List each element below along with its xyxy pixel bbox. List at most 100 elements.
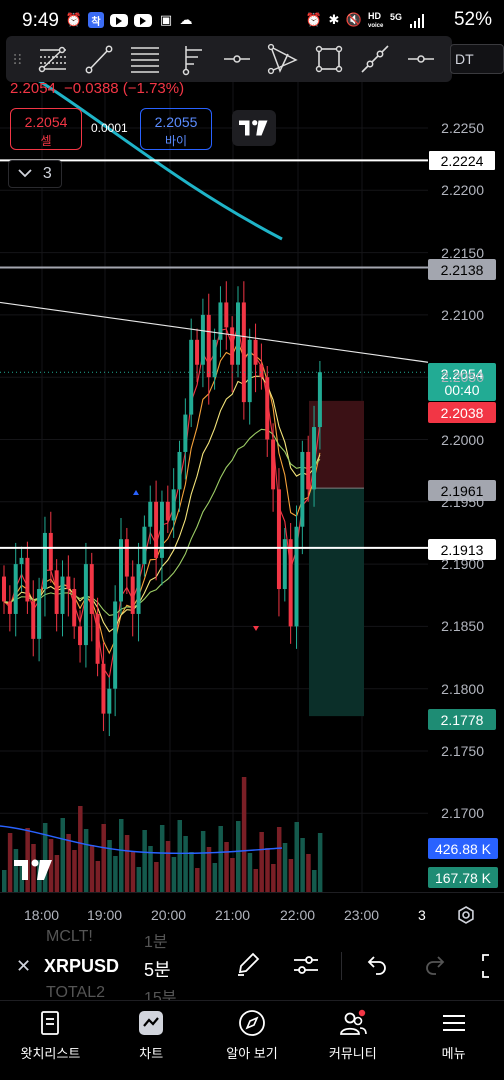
candles xyxy=(2,281,322,737)
volume-bar xyxy=(212,863,218,892)
candle-body xyxy=(83,564,88,646)
volume-bar xyxy=(107,840,112,892)
ray-tool-icon[interactable] xyxy=(352,36,398,82)
volume-bar xyxy=(171,857,177,892)
status-bar: 9:49 ⏰ 착 ▣ ☁ ⏰ ✱ 🔇 HD voice 5G 52% xyxy=(0,0,504,40)
candle-body xyxy=(95,613,100,664)
network-type: 5G xyxy=(390,12,403,22)
volume-bar xyxy=(312,870,317,892)
time-axis[interactable] xyxy=(0,892,504,934)
tradingview-button[interactable] xyxy=(232,110,276,146)
last-price: 2.2054 xyxy=(10,80,56,97)
settings-gear-icon[interactable] xyxy=(456,905,476,930)
volume-bar xyxy=(60,818,65,892)
indicators-collapse-button[interactable]: 3 xyxy=(8,160,62,188)
candle-body xyxy=(31,601,36,639)
candle-body xyxy=(317,372,322,428)
undo-icon[interactable] xyxy=(364,954,390,983)
youtube-icon xyxy=(110,14,128,27)
pencil-icon[interactable] xyxy=(234,950,262,983)
triangle-pattern-tool-icon[interactable] xyxy=(260,36,306,82)
volume-bar xyxy=(2,870,7,892)
horizontal-ray-tool-icon[interactable] xyxy=(214,36,260,82)
volume-bar xyxy=(136,867,142,892)
price-tick: 2.2050 xyxy=(441,369,484,386)
candle-body xyxy=(294,526,299,627)
time-tick: 22:00 xyxy=(280,907,316,923)
candle-body xyxy=(148,501,153,527)
volume-bar xyxy=(288,859,294,892)
price-chart[interactable] xyxy=(0,82,428,892)
rectangle-tool-icon[interactable] xyxy=(306,36,352,82)
buy-button[interactable]: 2.2055 바이 xyxy=(140,108,212,150)
time-tick: 20:00 xyxy=(151,907,187,923)
price-tick: 2.2100 xyxy=(441,306,484,323)
tradingview-icon xyxy=(239,120,268,136)
price-tick: 2.2000 xyxy=(441,431,484,448)
ghost-symbol-top: MCLT! xyxy=(46,928,93,945)
ma-trend-cyan xyxy=(38,82,283,241)
fullscreen-icon[interactable] xyxy=(480,952,504,985)
candle-body xyxy=(60,576,65,614)
nav-watchlist[interactable]: 왓치리스트 xyxy=(0,1001,101,1080)
price-tick: 2.1700 xyxy=(441,805,484,822)
volume-bar xyxy=(101,824,106,892)
candle-body xyxy=(113,601,118,689)
position-tool xyxy=(309,400,364,717)
candle-body xyxy=(19,557,24,565)
trend-line-tool-icon[interactable] xyxy=(76,36,122,82)
candle-body xyxy=(171,489,176,521)
price-tick: 2.2250 xyxy=(441,120,484,136)
time-tick: 23:00 xyxy=(344,907,380,923)
volume-bar xyxy=(317,833,323,892)
nav-menu-label: 메뉴 xyxy=(441,1046,466,1061)
parallel-channel-tool-icon[interactable] xyxy=(122,36,168,82)
drag-handle-icon[interactable] xyxy=(6,36,30,82)
candle-body xyxy=(253,339,258,365)
volume-bar xyxy=(124,835,130,892)
candle-body xyxy=(282,539,287,590)
candle-body xyxy=(300,451,305,527)
candle-body xyxy=(265,377,270,440)
nav-menu[interactable]: 메뉴 xyxy=(403,1001,504,1080)
volume-label: 167.78 K xyxy=(428,867,498,888)
horizontal-line-tool-icon[interactable] xyxy=(398,36,444,82)
nav-community[interactable]: 커뮤니티 xyxy=(302,1001,403,1080)
volume-bar xyxy=(89,845,95,892)
fib-retracement-tool-icon[interactable] xyxy=(30,36,76,82)
volume-bar xyxy=(241,777,247,892)
candle-body xyxy=(271,439,276,490)
volume-bar xyxy=(265,848,270,892)
close-symbol-icon[interactable]: ✕ xyxy=(16,956,32,976)
countdown-marker: 3 xyxy=(418,907,426,923)
volume-bar xyxy=(177,820,182,892)
candle-body xyxy=(241,302,246,403)
volume-bar xyxy=(78,806,83,892)
status-time: 9:49 xyxy=(22,10,59,31)
redo-icon[interactable] xyxy=(422,954,448,983)
candle-body xyxy=(236,302,240,365)
volume-bar xyxy=(130,851,136,892)
interval-selector[interactable]: 5분 xyxy=(144,960,171,980)
bid-price-label: 2.2038 xyxy=(428,402,496,423)
cloud-icon: ☁ xyxy=(179,12,193,27)
candle-body xyxy=(136,564,141,614)
symbol-name[interactable]: XRPUSD xyxy=(44,956,120,976)
pitchfork-tool-icon[interactable] xyxy=(168,36,214,82)
youtube-icon-2 xyxy=(134,14,152,27)
tradingview-logo xyxy=(14,858,54,887)
indicators-settings-icon[interactable] xyxy=(292,952,320,983)
sell-button[interactable]: 2.2054 셀 xyxy=(10,108,82,150)
candle-body xyxy=(218,302,223,340)
candle-body xyxy=(66,576,71,590)
indicator-count: 3 xyxy=(42,165,52,182)
symbol-search-button[interactable]: DT xyxy=(450,44,504,74)
nav-explore[interactable]: 알아 보기 xyxy=(202,1001,303,1080)
signal-icon xyxy=(410,14,424,33)
candle-body xyxy=(224,302,229,328)
volume-bar xyxy=(206,847,212,892)
nav-chart[interactable]: 차트 xyxy=(101,1001,202,1080)
candle-body xyxy=(154,501,159,558)
sell-price: 2.2054 xyxy=(24,114,68,130)
volume-bar xyxy=(294,822,299,892)
